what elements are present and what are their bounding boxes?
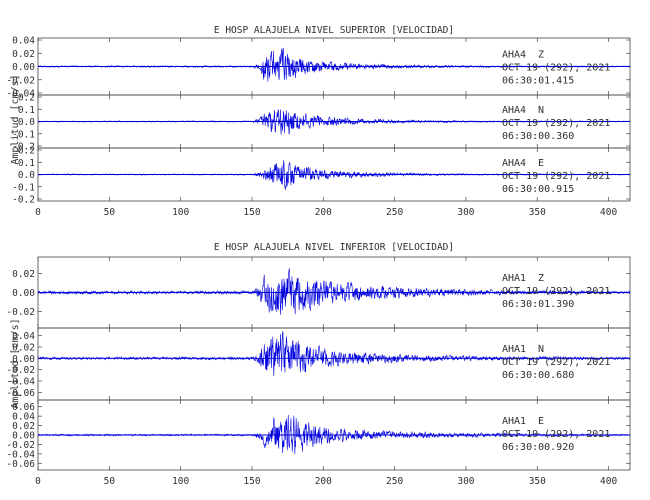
y-tick-label: -0.06: [6, 459, 35, 470]
y-tick-label: 0.02: [12, 343, 35, 354]
x-tick-label: 100: [172, 207, 189, 218]
waveform-line: [37, 160, 631, 190]
y-tick-label: 0.0: [18, 170, 35, 181]
y-axis-label: Amplitud [cm/s]: [10, 318, 21, 408]
y-tick-label: 0.2: [18, 93, 35, 104]
component-label: Z: [538, 273, 544, 284]
x-tick-label: 50: [104, 476, 116, 487]
y-tick-label: 0.04: [12, 331, 35, 342]
x-tick-label: 250: [386, 207, 403, 218]
chart-title: E HOSP ALAJUELA NIVEL SUPERIOR [VELOCIDA…: [214, 25, 454, 36]
chart-title: E HOSP ALAJUELA NIVEL INFERIOR [VELOCIDA…: [214, 242, 454, 253]
y-tick-label: -0.02: [6, 365, 35, 376]
waveform-line: [37, 268, 631, 315]
waveform-line: [37, 47, 631, 82]
date-label: OCT 19 (292), 2021: [502, 286, 610, 297]
y-tick-label: -0.2: [12, 195, 35, 206]
date-label: OCT 19 (292), 2021: [502, 357, 610, 368]
y-tick-label: 0.0: [18, 117, 35, 128]
x-tick-label: 0: [35, 207, 41, 218]
y-tick-label: -0.02: [6, 75, 35, 86]
y-tick-label: 0.02: [12, 421, 35, 432]
x-tick-label: 300: [457, 207, 474, 218]
y-tick-label: -0.04: [6, 449, 35, 460]
time-label: 06:30:00.915: [502, 184, 574, 195]
y-tick-label: 0.02: [12, 269, 35, 280]
y-tick-label: 0.06: [12, 402, 35, 413]
y-tick-label: 0.00: [12, 354, 35, 365]
y-tick-label: -0.02: [6, 307, 35, 318]
y-tick-label: 0.00: [12, 288, 35, 299]
x-tick-label: 300: [457, 476, 474, 487]
component-label: N: [538, 344, 544, 355]
x-tick-label: 150: [243, 207, 260, 218]
time-label: 06:30:01.390: [502, 299, 574, 310]
x-tick-label: 350: [529, 207, 546, 218]
date-label: OCT 19 (292), 2021: [502, 171, 610, 182]
time-label: 06:30:00.920: [502, 442, 574, 453]
y-tick-label: -0.2: [12, 142, 35, 153]
date-label: OCT 19 (292), 2021: [502, 62, 610, 73]
station-label: AHA1: [502, 416, 526, 427]
y-tick-label: -0.1: [12, 182, 35, 193]
y-tick-label: 0.00: [12, 62, 35, 73]
x-tick-label: 200: [315, 207, 332, 218]
y-tick-label: -0.04: [6, 89, 35, 100]
date-label: OCT 19 (292), 2021: [502, 118, 610, 129]
y-tick-label: 0.04: [12, 36, 35, 47]
y-tick-label: 0.00: [12, 431, 35, 442]
component-label: E: [538, 416, 544, 427]
y-tick-label: 0.1: [18, 105, 35, 116]
waveform-line: [37, 414, 631, 454]
x-tick-label: 150: [243, 476, 260, 487]
component-label: E: [538, 158, 544, 169]
x-tick-label: 400: [600, 207, 617, 218]
y-tick-label: -0.04: [6, 377, 35, 388]
x-tick-label: 400: [600, 476, 617, 487]
component-label: N: [538, 105, 544, 116]
time-label: 06:30:01.415: [502, 75, 574, 86]
station-label: AHA4: [502, 105, 526, 116]
y-tick-label: 0.1: [18, 158, 35, 169]
time-label: 06:30:00.680: [502, 370, 574, 381]
station-label: AHA4: [502, 158, 526, 169]
waveform-line: [37, 331, 631, 376]
x-tick-label: 50: [104, 207, 116, 218]
x-tick-label: 100: [172, 476, 189, 487]
y-tick-label: -0.02: [6, 440, 35, 451]
date-label: OCT 19 (292), 2021: [502, 429, 610, 440]
y-tick-label: -0.1: [12, 129, 35, 140]
x-tick-label: 350: [529, 476, 546, 487]
y-axis-label: Amplitud [cm/s]: [10, 74, 21, 164]
y-tick-label: -0.06: [6, 388, 35, 399]
station-label: AHA1: [502, 344, 526, 355]
y-tick-label: 0.2: [18, 146, 35, 157]
station-label: AHA4: [502, 49, 526, 60]
y-tick-label: 0.04: [12, 412, 35, 423]
station-label: AHA1: [502, 273, 526, 284]
waveform-line: [37, 109, 631, 135]
y-tick-label: 0.02: [12, 49, 35, 60]
x-tick-label: 250: [386, 476, 403, 487]
x-tick-label: 200: [315, 476, 332, 487]
component-label: Z: [538, 49, 544, 60]
time-label: 06:30:00.360: [502, 131, 574, 142]
x-tick-label: 0: [35, 476, 41, 487]
